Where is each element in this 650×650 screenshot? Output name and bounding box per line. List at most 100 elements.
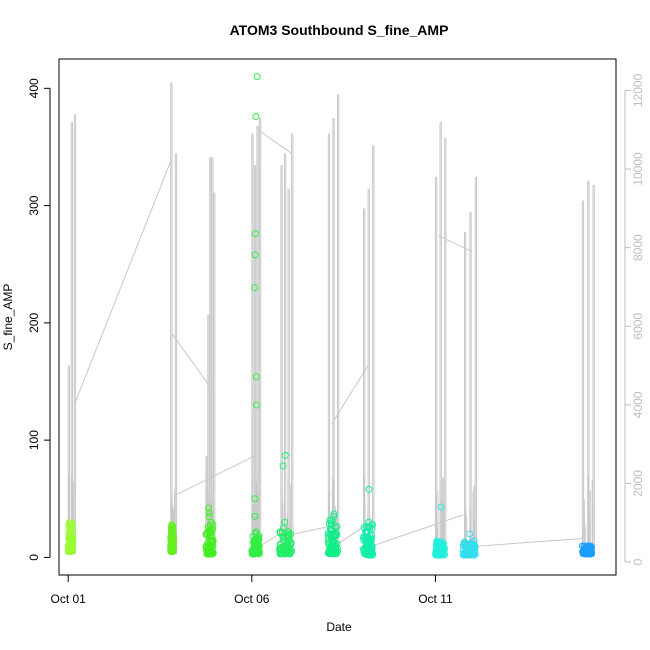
data-point	[66, 547, 74, 555]
data-point	[282, 549, 290, 557]
y-axis-left: 0 100 200 300 400	[27, 78, 51, 561]
data-point	[252, 112, 260, 120]
y-right-tick-label: 2000	[631, 470, 645, 497]
data-point	[286, 549, 294, 557]
x-axis-label: Date	[326, 620, 352, 634]
data-point	[203, 546, 211, 554]
y-axis-right: 0 2000 4000 6000 8000 10000 12000	[624, 73, 645, 565]
data-point	[436, 539, 444, 547]
data-point	[254, 549, 262, 557]
data-point	[251, 284, 259, 292]
data-point	[466, 530, 474, 538]
y-right-tick-label: 4000	[631, 391, 645, 418]
line-connector	[475, 537, 583, 547]
data-point	[437, 503, 445, 511]
data-point	[168, 531, 176, 539]
data-point	[251, 230, 259, 238]
y-right-tick-label: 8000	[631, 234, 645, 261]
data-point	[326, 516, 334, 524]
data-point	[68, 545, 76, 553]
data-point	[251, 512, 259, 520]
data-point	[66, 519, 74, 527]
line-connector	[171, 333, 210, 386]
line-connector	[330, 365, 369, 425]
data-point	[331, 532, 339, 540]
data-point	[169, 539, 177, 547]
y-left-tick-label: 400	[27, 78, 41, 98]
y-left-tick-label: 300	[27, 195, 41, 215]
line-connector	[257, 129, 292, 154]
y-left-tick-label: 100	[27, 430, 41, 450]
data-point	[580, 548, 588, 556]
data-point	[365, 485, 373, 493]
y-right-tick-label: 0	[631, 558, 645, 565]
x-tick-label: Oct 06	[234, 592, 270, 606]
data-point	[169, 530, 177, 538]
data-point	[363, 530, 371, 538]
data-point	[329, 540, 337, 548]
y-right-tick-label: 12000	[631, 73, 645, 107]
data-point	[253, 73, 261, 81]
data-point	[208, 533, 216, 541]
data-point	[330, 512, 338, 520]
data-point	[252, 530, 260, 538]
data-point	[325, 520, 333, 528]
data-point	[278, 549, 286, 557]
data-point	[330, 510, 338, 518]
data-point	[363, 550, 371, 558]
data-point	[279, 462, 287, 470]
data-point	[586, 544, 594, 552]
data-point	[360, 524, 368, 532]
scatter-points	[64, 73, 596, 559]
data-point	[332, 547, 340, 555]
data-point	[332, 550, 340, 558]
gray-line-series	[67, 82, 595, 555]
y-right-tick-label: 10000	[631, 152, 645, 186]
data-point	[433, 549, 441, 557]
y-left-tick-label: 200	[27, 313, 41, 333]
data-point	[253, 401, 261, 409]
line-connector	[334, 526, 364, 547]
x-tick-label: Oct 01	[51, 592, 87, 606]
data-point	[276, 540, 284, 548]
data-point	[65, 522, 73, 530]
data-point	[326, 531, 334, 539]
line-connector	[175, 455, 256, 496]
data-point	[469, 540, 477, 548]
data-point	[325, 540, 333, 548]
data-point	[204, 523, 212, 531]
data-point	[586, 546, 594, 554]
data-point	[68, 543, 76, 551]
data-point	[277, 550, 285, 558]
data-point	[251, 495, 259, 503]
data-point	[287, 530, 295, 538]
data-point	[67, 526, 75, 534]
data-point	[168, 529, 176, 537]
data-point	[332, 528, 340, 536]
data-point	[204, 504, 212, 512]
data-point	[253, 539, 261, 547]
line-connector	[438, 235, 473, 253]
data-point	[67, 533, 75, 541]
data-point	[463, 551, 471, 559]
x-tick-label: Oct 11	[418, 592, 453, 606]
data-point	[167, 543, 175, 551]
data-point	[252, 373, 260, 381]
data-point	[278, 528, 286, 536]
data-point	[460, 538, 468, 546]
line-connector	[291, 526, 329, 536]
data-point	[281, 518, 289, 526]
data-point	[251, 251, 259, 259]
y-axis-label: S_fine_AMP	[1, 284, 15, 351]
data-point	[368, 542, 376, 550]
data-point	[205, 527, 213, 535]
y-right-tick-label: 6000	[631, 313, 645, 340]
data-point	[285, 544, 293, 552]
data-point	[460, 540, 468, 548]
data-point	[362, 537, 370, 545]
data-point	[205, 512, 213, 520]
line-connector	[73, 160, 172, 406]
data-point	[68, 521, 76, 529]
data-point	[281, 451, 289, 459]
